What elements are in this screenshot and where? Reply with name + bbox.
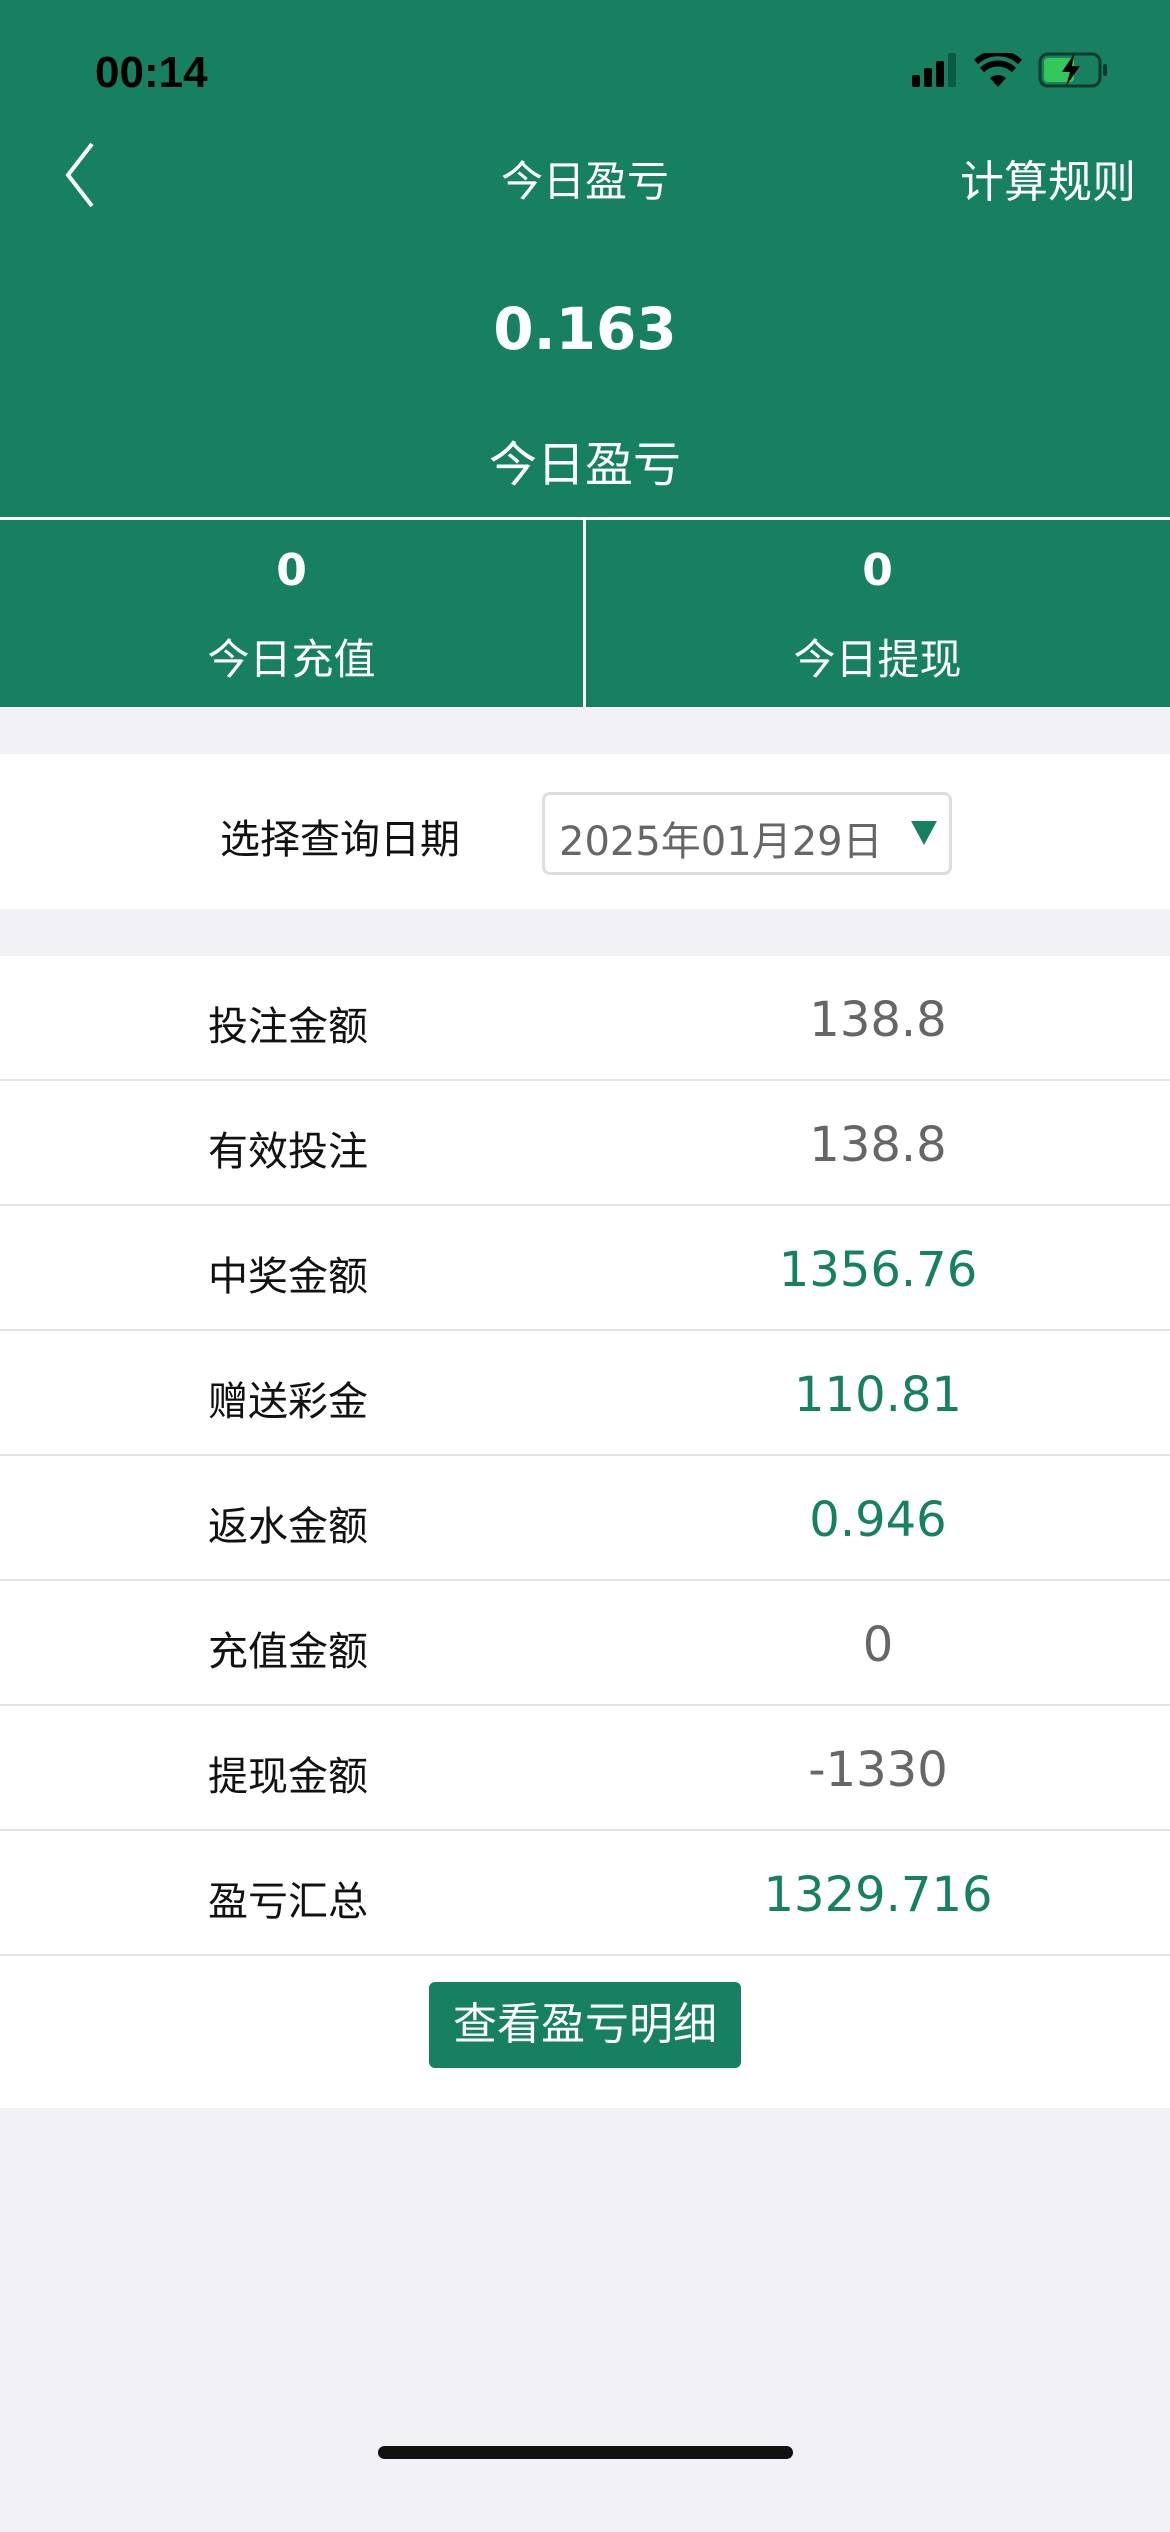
list-item: 投注金额 138.8 bbox=[0, 956, 1170, 1081]
stat-value: 0 bbox=[276, 545, 307, 596]
status-time: 00:14 bbox=[95, 48, 208, 97]
divider bbox=[0, 517, 1170, 520]
back-chevron-icon[interactable] bbox=[60, 140, 100, 210]
list-item: 返水金额 0.946 bbox=[0, 1456, 1170, 1581]
wifi-icon bbox=[974, 53, 1022, 87]
page-title: 今日盈亏 bbox=[500, 157, 669, 206]
view-details-button[interactable]: 查看盈亏明细 bbox=[429, 1982, 741, 2068]
calculation-rules-button[interactable]: 计算规则 bbox=[960, 157, 1136, 208]
row-label: 有效投注 bbox=[208, 1129, 368, 1175]
date-filter: 选择查询日期 2025年01月29日 bbox=[0, 754, 1170, 909]
row-label: 充值金额 bbox=[208, 1629, 368, 1675]
stat-value: 0 bbox=[862, 545, 893, 596]
row-value: 138.8 bbox=[809, 992, 947, 1048]
stat-withdraw: 0 今日提现 bbox=[586, 520, 1169, 707]
date-label: 选择查询日期 bbox=[220, 817, 460, 863]
row-value: 110.81 bbox=[794, 1367, 962, 1423]
list-item: 提现金额 -1330 bbox=[0, 1706, 1170, 1831]
list-item: 有效投注 138.8 bbox=[0, 1081, 1170, 1206]
list-item: 盈亏汇总 1329.716 bbox=[0, 1831, 1170, 1956]
home-indicator[interactable] bbox=[378, 2446, 793, 2459]
row-value: 0.946 bbox=[809, 1492, 947, 1548]
dropdown-triangle-icon bbox=[911, 821, 937, 845]
stat-label: 今日充值 bbox=[207, 635, 376, 684]
list-item: 充值金额 0 bbox=[0, 1581, 1170, 1706]
row-label: 赠送彩金 bbox=[208, 1379, 368, 1425]
stat-label: 今日提现 bbox=[793, 635, 962, 684]
row-label: 中奖金额 bbox=[208, 1254, 368, 1300]
divider bbox=[583, 520, 586, 707]
date-select[interactable]: 2025年01月29日 bbox=[542, 792, 952, 875]
status-icons bbox=[912, 52, 1110, 88]
header: 00:14 今日盈亏 计算规则 0.163 今日盈亏 0 今日充值 0 今日提现 bbox=[0, 0, 1170, 707]
row-value: -1330 bbox=[808, 1742, 948, 1798]
today-profit-label: 今日盈亏 bbox=[488, 437, 681, 493]
today-profit-value: 0.163 bbox=[493, 295, 677, 363]
summary-list: 投注金额 138.8 有效投注 138.8 中奖金额 1356.76 赠送彩金 110.… bbox=[0, 956, 1170, 2108]
list-item: 赠送彩金 110.81 bbox=[0, 1331, 1170, 1456]
date-value: 2025年01月29日 bbox=[559, 819, 883, 865]
row-value: 138.8 bbox=[809, 1117, 947, 1173]
row-label: 返水金额 bbox=[208, 1504, 368, 1550]
row-value: 1356.76 bbox=[778, 1242, 978, 1298]
list-item: 中奖金额 1356.76 bbox=[0, 1206, 1170, 1331]
row-label: 盈亏汇总 bbox=[208, 1879, 368, 1925]
row-label: 提现金额 bbox=[208, 1754, 368, 1800]
row-label: 投注金额 bbox=[208, 1004, 368, 1050]
row-value: 0 bbox=[862, 1617, 894, 1673]
battery-charging-icon bbox=[1038, 52, 1107, 88]
row-value: 1329.716 bbox=[763, 1867, 993, 1923]
signal-icon bbox=[912, 53, 956, 87]
stat-recharge: 0 今日充值 bbox=[0, 520, 583, 707]
